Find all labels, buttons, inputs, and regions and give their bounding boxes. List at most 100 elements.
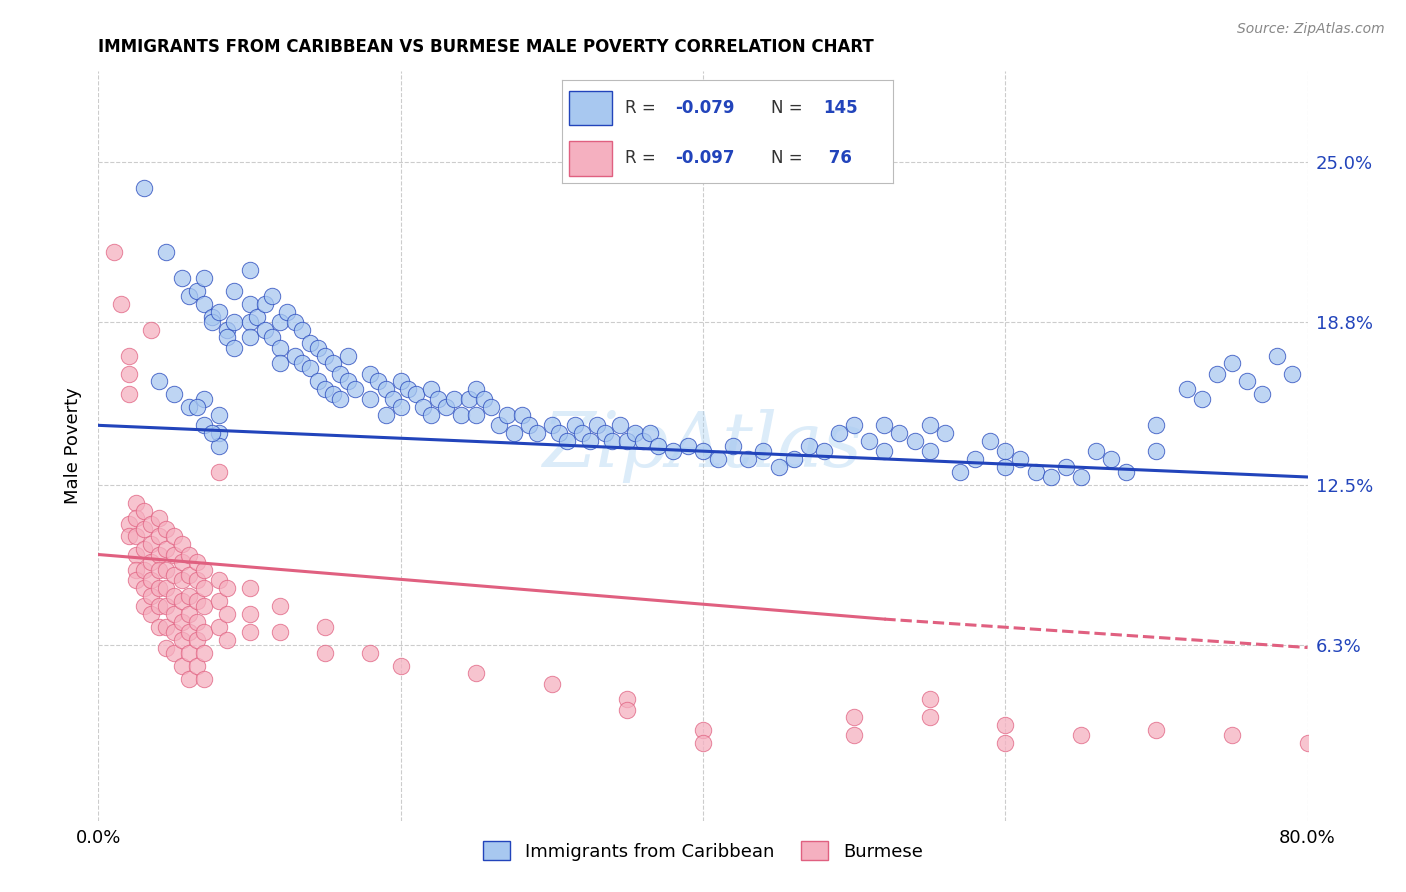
Point <box>1281 367 1303 381</box>
Point <box>389 658 412 673</box>
Point <box>374 408 396 422</box>
Point <box>1220 728 1243 742</box>
Y-axis label: Male Poverty: Male Poverty <box>65 388 83 504</box>
Point <box>148 581 170 595</box>
Point <box>170 658 193 673</box>
Point <box>540 418 562 433</box>
Point <box>208 465 231 479</box>
Point <box>307 375 329 389</box>
Point <box>239 625 262 640</box>
Point <box>163 589 186 603</box>
Point <box>224 341 246 355</box>
Point <box>148 375 170 389</box>
Point <box>186 401 208 415</box>
Point <box>593 426 616 441</box>
Point <box>457 392 479 407</box>
Point <box>638 426 661 441</box>
Point <box>141 574 163 588</box>
Text: Source: ZipAtlas.com: Source: ZipAtlas.com <box>1237 22 1385 37</box>
Point <box>488 418 510 433</box>
Point <box>186 615 208 629</box>
Point <box>904 434 927 448</box>
Point <box>163 529 186 543</box>
Point <box>125 529 148 543</box>
Point <box>314 620 336 634</box>
Point <box>170 555 193 569</box>
Point <box>1191 392 1213 407</box>
Text: N =: N = <box>770 149 807 167</box>
Point <box>179 646 201 660</box>
FancyBboxPatch shape <box>569 141 612 176</box>
Point <box>179 401 201 415</box>
Text: R =: R = <box>626 99 661 117</box>
Point <box>284 349 307 363</box>
Point <box>163 646 186 660</box>
Point <box>844 418 866 433</box>
Point <box>148 548 170 562</box>
Point <box>170 537 193 551</box>
Point <box>994 718 1017 732</box>
Point <box>155 599 177 614</box>
Text: N =: N = <box>770 99 807 117</box>
Text: -0.097: -0.097 <box>675 149 734 167</box>
Point <box>170 594 193 608</box>
Point <box>262 330 284 344</box>
Point <box>215 323 238 337</box>
Point <box>118 529 141 543</box>
Point <box>193 563 215 577</box>
Point <box>141 323 163 337</box>
Point <box>844 728 866 742</box>
Point <box>918 710 941 724</box>
Point <box>179 625 201 640</box>
Point <box>141 537 163 551</box>
Point <box>307 341 329 355</box>
Point <box>170 615 193 629</box>
Point <box>1144 418 1167 433</box>
Point <box>208 439 231 453</box>
Point <box>336 375 359 389</box>
Point <box>141 607 163 621</box>
Point <box>1039 470 1062 484</box>
Point <box>208 620 231 634</box>
Point <box>155 563 177 577</box>
Point <box>374 382 396 396</box>
Point <box>949 465 972 479</box>
Text: IMMIGRANTS FROM CARIBBEAN VS BURMESE MALE POVERTY CORRELATION CHART: IMMIGRANTS FROM CARIBBEAN VS BURMESE MAL… <box>98 38 875 56</box>
Point <box>193 271 215 285</box>
Point <box>555 434 578 448</box>
Point <box>239 581 262 595</box>
Point <box>155 581 177 595</box>
Point <box>918 418 941 433</box>
Point <box>564 418 586 433</box>
Point <box>918 692 941 706</box>
Point <box>1296 736 1319 750</box>
Point <box>253 323 276 337</box>
Point <box>186 574 208 588</box>
Point <box>609 418 631 433</box>
Text: R =: R = <box>626 149 661 167</box>
Point <box>676 439 699 453</box>
Point <box>299 335 322 350</box>
Point <box>548 426 571 441</box>
Point <box>322 356 344 370</box>
Point <box>336 349 359 363</box>
Point <box>253 297 276 311</box>
Point <box>215 330 238 344</box>
Point <box>631 434 654 448</box>
Point <box>141 516 163 531</box>
Point <box>450 408 472 422</box>
Point <box>965 451 987 466</box>
Point <box>179 607 201 621</box>
Point <box>186 555 208 569</box>
Point <box>427 392 450 407</box>
Point <box>155 640 177 655</box>
Point <box>132 522 155 536</box>
Point <box>1010 451 1032 466</box>
Point <box>571 426 593 441</box>
Point <box>193 625 215 640</box>
Point <box>389 375 412 389</box>
Point <box>692 444 714 458</box>
Point <box>1144 723 1167 738</box>
Point <box>141 589 163 603</box>
Point <box>314 349 336 363</box>
